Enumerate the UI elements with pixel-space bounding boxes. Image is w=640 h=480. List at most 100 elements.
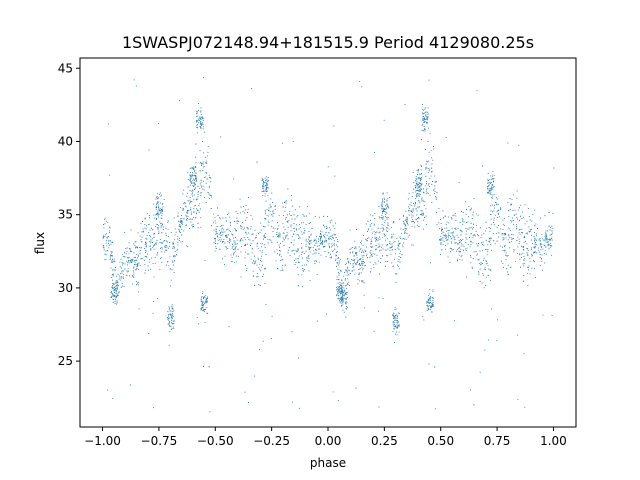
data-point xyxy=(412,215,414,217)
data-point xyxy=(419,182,420,184)
data-point xyxy=(282,232,284,234)
data-point xyxy=(545,236,547,238)
data-point xyxy=(189,190,191,192)
data-point xyxy=(173,256,175,258)
data-point xyxy=(522,263,524,265)
data-point xyxy=(360,247,362,249)
data-point xyxy=(351,259,353,261)
data-point xyxy=(121,254,123,256)
data-point xyxy=(478,243,479,244)
data-point xyxy=(427,302,429,303)
data-point xyxy=(431,184,433,185)
data-point xyxy=(371,228,373,230)
data-point xyxy=(139,247,140,248)
data-point xyxy=(372,232,374,234)
data-point xyxy=(526,232,528,234)
data-point xyxy=(548,248,550,250)
data-point xyxy=(199,170,201,172)
data-point xyxy=(490,191,492,193)
data-point xyxy=(201,303,203,304)
data-point xyxy=(198,119,200,121)
data-point xyxy=(290,230,292,232)
data-point xyxy=(440,242,442,243)
data-point xyxy=(457,237,459,239)
data-point xyxy=(482,274,484,276)
data-point xyxy=(196,132,198,134)
data-point xyxy=(334,248,336,250)
data-point xyxy=(308,246,310,248)
data-point xyxy=(514,249,516,251)
data-point xyxy=(336,239,338,241)
data-point xyxy=(427,172,429,173)
data-point xyxy=(262,340,264,342)
data-point xyxy=(438,208,440,209)
data-point xyxy=(496,202,498,204)
data-point xyxy=(482,244,483,245)
data-point xyxy=(321,239,323,241)
data-point xyxy=(328,232,330,234)
data-point xyxy=(247,228,249,230)
data-point xyxy=(393,258,395,260)
data-point xyxy=(413,203,414,204)
data-point xyxy=(115,281,117,283)
data-point xyxy=(231,233,233,235)
data-point xyxy=(198,323,199,325)
data-point xyxy=(430,299,431,301)
data-point xyxy=(279,254,280,256)
data-point xyxy=(452,232,454,234)
data-point xyxy=(138,291,140,293)
data-point xyxy=(491,193,493,195)
data-point xyxy=(374,224,375,226)
data-point xyxy=(299,206,301,208)
data-point xyxy=(356,262,358,263)
data-point xyxy=(127,262,129,264)
data-point xyxy=(256,273,258,274)
data-point xyxy=(331,219,333,221)
data-point xyxy=(250,242,252,244)
data-point xyxy=(369,251,371,253)
data-point xyxy=(150,240,152,242)
data-point xyxy=(392,265,394,267)
data-point xyxy=(144,224,146,225)
data-point xyxy=(196,177,197,179)
data-point xyxy=(424,216,426,218)
data-point xyxy=(460,245,462,247)
data-point xyxy=(244,239,246,241)
data-point xyxy=(526,248,528,250)
data-point xyxy=(172,243,174,245)
data-point xyxy=(126,247,128,249)
data-point xyxy=(202,304,203,306)
data-point xyxy=(230,224,231,226)
data-point xyxy=(462,223,464,225)
data-point xyxy=(120,279,122,281)
data-point xyxy=(426,122,428,124)
data-point xyxy=(259,250,261,252)
data-point xyxy=(430,262,431,264)
data-point xyxy=(457,249,459,250)
data-point xyxy=(408,234,410,236)
data-point xyxy=(195,173,197,174)
data-point xyxy=(538,249,539,251)
data-point xyxy=(534,238,536,240)
data-point xyxy=(424,128,426,130)
data-point xyxy=(152,242,153,243)
data-point xyxy=(108,236,109,237)
data-point xyxy=(159,242,161,243)
data-point xyxy=(137,282,138,284)
data-point xyxy=(455,220,457,221)
data-point xyxy=(356,252,358,253)
data-point xyxy=(509,237,510,239)
data-point xyxy=(218,234,220,235)
data-point xyxy=(315,240,317,242)
data-point xyxy=(470,254,471,256)
data-point xyxy=(383,207,385,209)
data-point xyxy=(447,239,449,241)
data-point xyxy=(201,116,203,118)
data-point xyxy=(157,227,159,229)
data-point xyxy=(233,245,235,247)
data-point xyxy=(156,223,158,225)
data-point xyxy=(549,234,551,236)
data-point xyxy=(116,282,118,283)
data-point xyxy=(246,270,248,271)
